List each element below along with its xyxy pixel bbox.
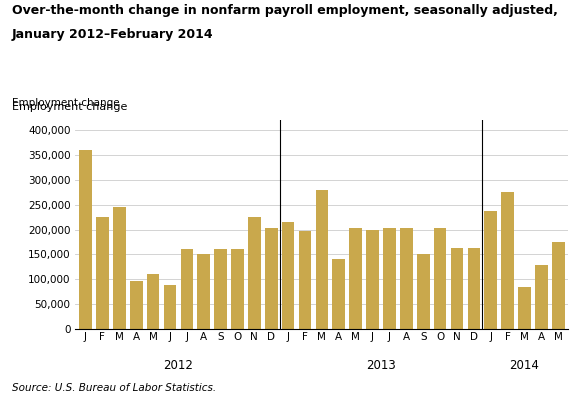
- Text: Employment change: Employment change: [12, 102, 127, 112]
- Bar: [484, 211, 497, 329]
- Bar: [130, 281, 143, 329]
- Bar: [451, 248, 463, 329]
- Bar: [535, 265, 548, 329]
- Bar: [501, 192, 514, 329]
- Text: Over-the-month change in nonfarm payroll employment, seasonally adjusted,: Over-the-month change in nonfarm payroll…: [12, 4, 557, 17]
- Bar: [147, 274, 160, 329]
- Bar: [400, 228, 412, 329]
- Bar: [214, 249, 227, 329]
- Text: 2014: 2014: [510, 359, 539, 373]
- Bar: [164, 285, 176, 329]
- Bar: [79, 150, 92, 329]
- Text: Employment change: Employment change: [12, 98, 119, 108]
- Bar: [248, 217, 260, 329]
- Text: Source: U.S. Bureau of Labor Statistics.: Source: U.S. Bureau of Labor Statistics.: [12, 383, 216, 393]
- Bar: [180, 249, 193, 329]
- Bar: [366, 229, 379, 329]
- Text: 2013: 2013: [366, 359, 396, 373]
- Bar: [383, 228, 396, 329]
- Bar: [96, 217, 108, 329]
- Bar: [467, 248, 480, 329]
- Text: 2012: 2012: [164, 359, 193, 373]
- Bar: [265, 228, 278, 329]
- Bar: [197, 254, 210, 329]
- Bar: [417, 254, 430, 329]
- Bar: [518, 287, 531, 329]
- Bar: [282, 222, 295, 329]
- Bar: [349, 227, 362, 329]
- Bar: [113, 207, 126, 329]
- Bar: [231, 249, 244, 329]
- Bar: [332, 259, 345, 329]
- Bar: [552, 242, 564, 329]
- Bar: [299, 231, 311, 329]
- Bar: [316, 190, 328, 329]
- Text: January 2012–February 2014: January 2012–February 2014: [12, 28, 213, 41]
- Bar: [434, 228, 447, 329]
